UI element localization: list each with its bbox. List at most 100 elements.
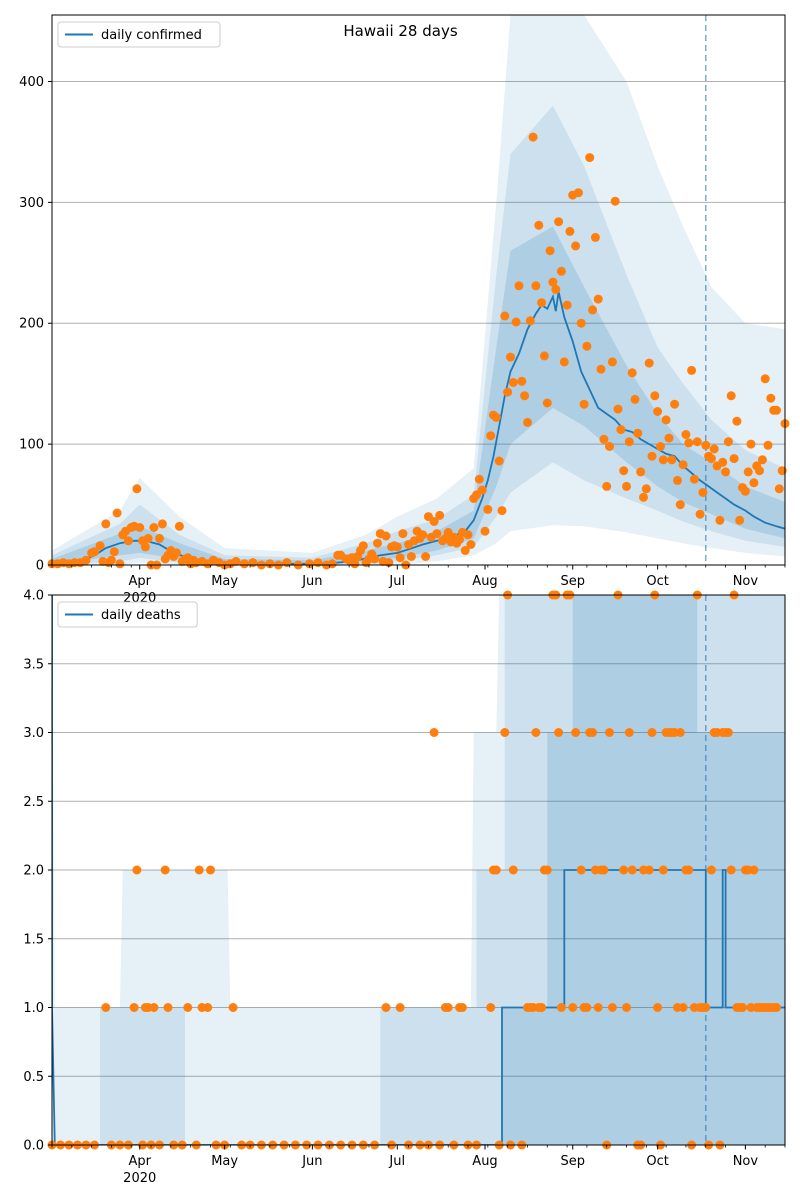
data-point (155, 533, 164, 543)
data-point (664, 433, 674, 443)
data-point (596, 364, 606, 374)
data-point (101, 519, 111, 529)
data-point (160, 865, 170, 875)
data-point (534, 220, 544, 230)
data-point (726, 865, 736, 875)
data-point (763, 440, 773, 450)
data-point (757, 455, 767, 465)
data-point (760, 374, 770, 384)
data-point (695, 509, 705, 519)
data-point (194, 865, 204, 875)
data-point (622, 481, 631, 491)
y-tick-label: 4.0 (23, 589, 44, 604)
y-tick-label: 200 (19, 317, 44, 332)
data-point (239, 559, 249, 569)
data-point (701, 440, 711, 450)
data-point (463, 530, 473, 540)
x-tick-label: Jun (301, 1154, 322, 1169)
data-point (132, 484, 142, 494)
data-point (455, 535, 464, 545)
data-point (477, 485, 487, 495)
data-point (406, 552, 416, 561)
data-point (599, 434, 609, 444)
data-point (157, 519, 167, 529)
data-point (675, 728, 685, 737)
data-point (624, 728, 634, 737)
data-point (517, 376, 527, 386)
data-point (562, 300, 572, 310)
data-point (619, 865, 629, 875)
data-point (684, 865, 694, 875)
x-tick-label: Jul (388, 574, 405, 589)
data-point (590, 232, 600, 242)
data-point (670, 399, 680, 409)
data-point (373, 538, 382, 548)
data-point (491, 865, 501, 875)
data-point (667, 455, 677, 465)
data-point (486, 431, 496, 441)
data-point (486, 1003, 496, 1012)
x-tick-label: Aug (472, 574, 497, 589)
data-point (109, 547, 119, 557)
x-tick-label: Apr (128, 1154, 151, 1169)
data-point (429, 728, 439, 737)
data-point (647, 451, 657, 461)
data-point (548, 277, 558, 287)
data-point (588, 728, 598, 737)
data-point (607, 1003, 617, 1012)
data-point (658, 865, 668, 875)
data-point (480, 526, 490, 536)
data-point (681, 430, 691, 439)
data-point (749, 478, 759, 488)
data-point (698, 488, 708, 497)
data-point (630, 394, 640, 404)
data-point (579, 399, 589, 409)
data-point (466, 540, 476, 549)
data-point (641, 484, 651, 494)
data-point (172, 548, 181, 558)
data-point (738, 1003, 747, 1012)
data-point (474, 474, 484, 484)
data-point (174, 521, 184, 531)
data-point (370, 554, 380, 564)
data-point (95, 541, 105, 551)
x-tick-label: Sep (560, 1154, 585, 1169)
x-tick-label: May (211, 574, 238, 589)
data-point (554, 728, 564, 737)
data-point (723, 728, 733, 737)
chart-title: Hawaii 28 days (343, 22, 457, 40)
data-point (183, 1003, 193, 1012)
data-point (636, 467, 646, 477)
data-point (395, 553, 405, 563)
data-point (706, 454, 716, 464)
data-point (358, 541, 368, 551)
y-tick-label: 3.5 (23, 657, 44, 672)
data-point (514, 281, 524, 291)
data-point (735, 515, 745, 525)
data-point (559, 357, 569, 367)
data-point (605, 442, 614, 451)
data-point (101, 1003, 111, 1012)
data-point (740, 486, 750, 496)
data-point (706, 865, 716, 875)
data-point (523, 417, 532, 427)
data-point (305, 559, 314, 569)
data-point (624, 437, 634, 447)
data-point (149, 523, 159, 532)
x-tick-label: Nov (733, 574, 759, 589)
data-point (613, 404, 623, 414)
data-point (661, 415, 671, 425)
data-point (163, 1003, 173, 1012)
data-point (443, 1003, 453, 1012)
data-point (593, 1003, 603, 1012)
x-tick-label: Apr (128, 574, 151, 589)
data-point (537, 1003, 547, 1012)
data-point (265, 559, 275, 569)
data-point (231, 556, 241, 566)
data-point (729, 454, 739, 464)
data-point (644, 865, 654, 875)
data-point (435, 510, 445, 520)
data-point (709, 444, 719, 454)
data-point (627, 368, 637, 378)
x-tick-sublabel: 2020 (123, 1171, 156, 1186)
